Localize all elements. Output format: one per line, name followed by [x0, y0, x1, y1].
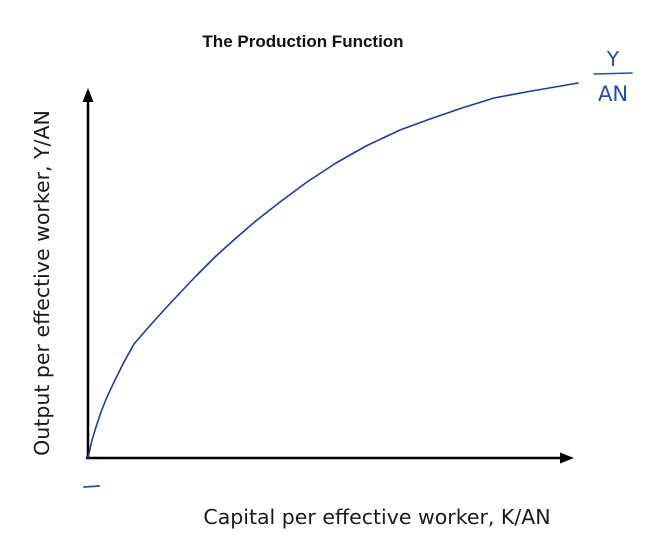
y-axis-label: Output per effective worker, Y/AN [30, 110, 54, 456]
y-axis-arrowhead [82, 88, 94, 102]
origin-mark [83, 485, 100, 488]
production-function-curve [87, 82, 579, 459]
x-axis-arrowhead [560, 452, 574, 464]
x-axis-label: Capital per effective worker, K/AN [203, 505, 550, 529]
annotation-numerator: Y [606, 47, 620, 71]
annotation-fraction-bar [593, 72, 633, 75]
chart-title: The Production Function [202, 32, 403, 51]
annotation-denominator: AN [598, 82, 628, 106]
